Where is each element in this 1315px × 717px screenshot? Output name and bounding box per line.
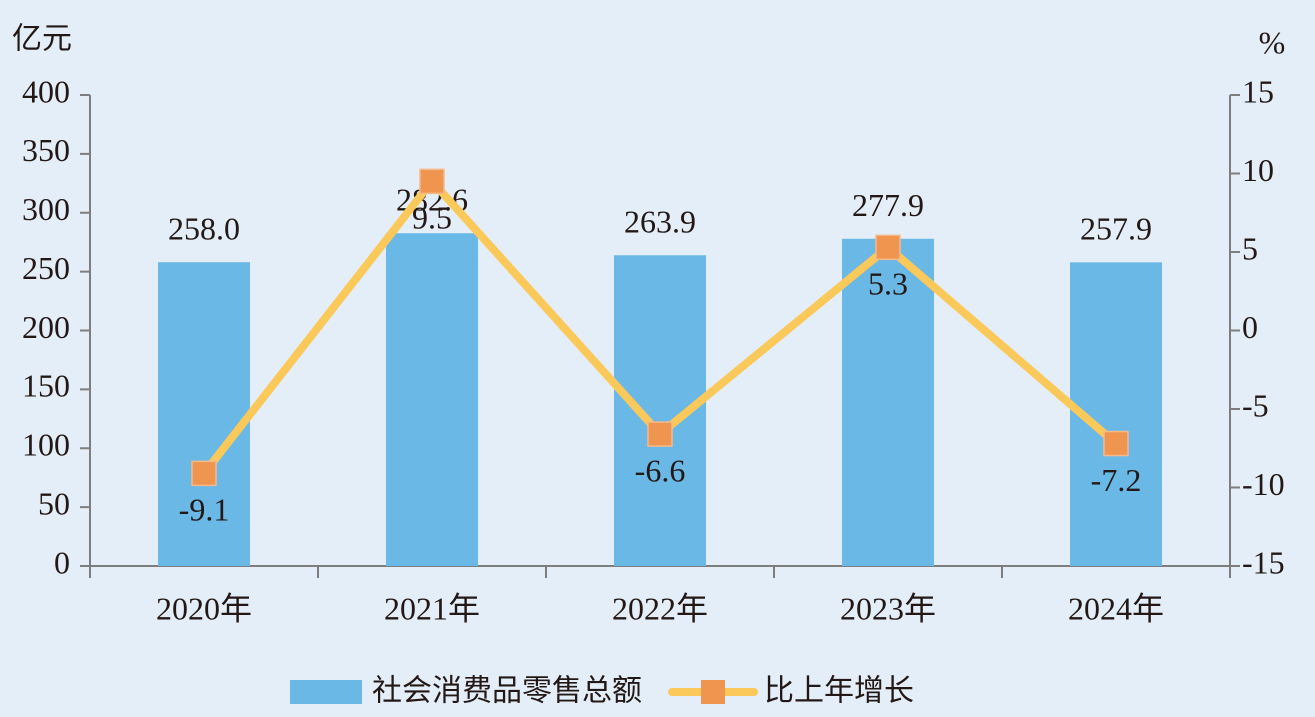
y2-tick-label: -15 [1242,544,1285,580]
y2-tick-label: 0 [1242,309,1258,345]
line-value-label: -9.1 [179,492,230,528]
y2-tick-label: 10 [1242,152,1274,188]
y-tick-label: 100 [22,427,70,463]
bar-value-label: 258.0 [168,211,240,247]
marker [875,234,901,261]
line-value-label: -6.6 [635,452,686,488]
y-tick-label: 350 [22,132,70,168]
line-value-label: -7.2 [1091,462,1142,498]
y2-tick-label: 5 [1242,230,1258,266]
marker [419,168,445,195]
y-tick-label: 150 [22,368,70,404]
bar [842,238,934,566]
legend-swatch [290,680,362,704]
bar-value-label: 277.9 [852,187,924,223]
legend-marker [701,680,725,704]
marker [647,421,673,447]
y-tick-label: 400 [22,73,70,109]
y2-tick-label: 15 [1242,73,1274,109]
legend-label: 比上年增长 [764,674,914,709]
y-tick-label: 200 [22,309,70,345]
marker [191,460,217,487]
bar [158,262,250,566]
line-value-label: 5.3 [868,266,908,302]
bar [386,233,478,566]
x-tick-label: 2023年 [840,590,936,626]
y-tick-label: 0 [54,544,70,580]
x-tick-label: 2024年 [1068,590,1164,626]
y2-tick-label: -5 [1242,387,1269,423]
y2-tick-label: -10 [1242,466,1285,502]
bar-value-label: 263.9 [624,204,696,240]
marker [1103,430,1129,457]
x-tick-label: 2022年 [612,590,708,626]
legend-label: 社会消费品零售总额 [372,674,642,709]
y2-axis-label: % [1259,24,1286,60]
line-value-label: 9.5 [412,200,452,236]
y-tick-label: 300 [22,191,70,227]
y-axis-label: 亿元 [12,22,72,57]
x-tick-label: 2020年 [156,590,252,626]
bar-value-label: 257.9 [1080,211,1152,247]
y-tick-label: 250 [22,250,70,286]
y-tick-label: 50 [38,485,70,521]
x-tick-label: 2021年 [384,590,480,626]
